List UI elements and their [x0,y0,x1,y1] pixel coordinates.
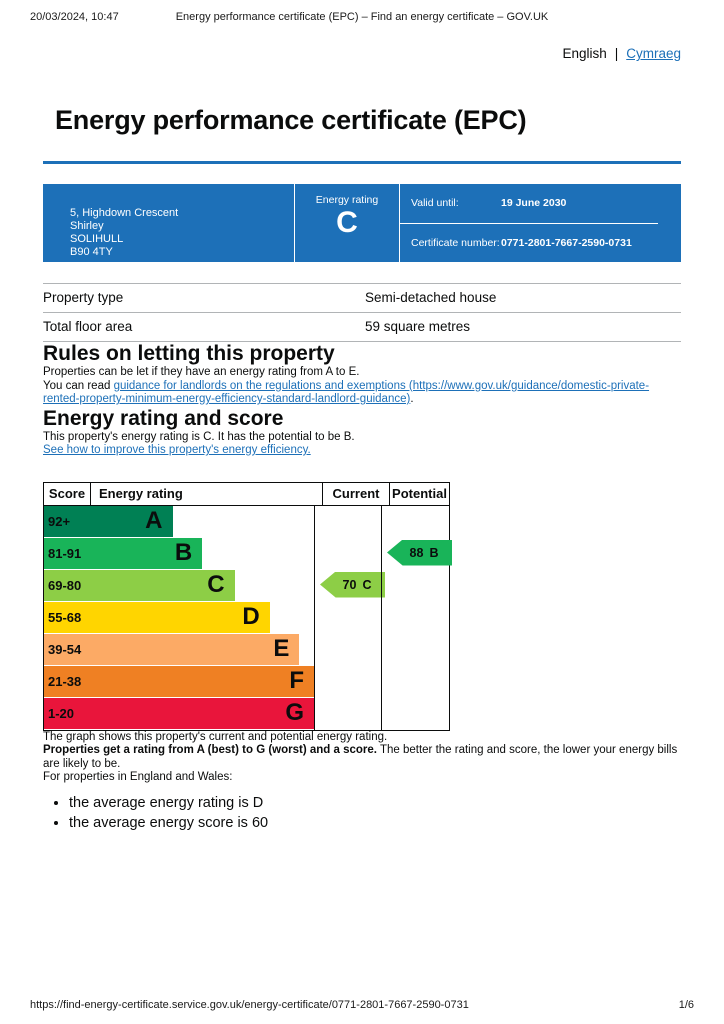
current-letter: C [362,577,372,592]
certificate-number-label: Certificate number: [411,236,500,249]
improve-paragraph: See how to improve this property's energ… [43,444,681,458]
list-item: the average energy score is 60 [69,815,681,831]
band-bar: F [95,665,314,697]
energy-rating-label: Energy rating [315,194,379,207]
address-line-3: SOLIHULL [70,233,124,246]
address-line-1: 5, Highdown Crescent [70,207,179,220]
print-footer-url: https://find-energy-certificate.service.… [30,999,469,1011]
current-rating-column: 70 C [314,505,385,730]
chart-note-1: The graph shows this property's current … [43,730,388,743]
band-score: 81-91 [44,537,95,569]
chart-header: Score Energy rating Current Potential [44,482,449,506]
certificate-validity-box: Valid until: 19 June 2030 Certificate nu… [400,184,681,262]
band-bar: B [95,537,203,569]
page-title: Energy performance certificate (EPC) [55,105,527,135]
rules-paragraph: Properties can be let if they have an en… [43,366,360,379]
potential-letter: B [429,545,439,560]
detail-label: Total floor area [43,319,133,335]
improve-efficiency-link[interactable]: See how to improve this property's energ… [43,444,311,457]
chart-note-2: Properties get a rating from A (best) to… [43,744,681,771]
print-document-title: Energy performance certificate (EPC) – F… [175,11,549,23]
band-score: 55-68 [44,601,95,633]
chart-note-2-bold: Properties get a rating from A (best) to… [43,744,377,757]
address-line-4: B90 4TY [70,246,113,259]
rating-bands: 92+ A 81-91 B 69-80 C 55-68 D 39-54 E [44,505,314,730]
band-row-g: 1-20 G [44,697,314,729]
band-bar: G [95,697,314,729]
band-row-c: 69-80 C [44,569,314,601]
chart-body: 92+ A 81-91 B 69-80 C 55-68 D 39-54 E [44,505,452,730]
table-row: Total floor area 59 square metres [43,312,681,341]
guidance-text-prefix: You can read [43,379,114,392]
language-separator: | [614,46,619,61]
chart-header-current: Current [322,482,389,505]
band-row-b: 81-91 B [44,537,314,569]
band-row-f: 21-38 F [44,665,314,697]
energy-rating-box: Energy rating C [294,184,400,263]
print-footer: https://find-energy-certificate.service.… [30,999,694,1011]
guidance-text-suffix: . [410,393,414,406]
page-content: English | Cymraeg Energy performance certi… [0,0,724,831]
valid-until-label: Valid until: [411,197,459,210]
valid-until-value: 19 June 2030 [501,197,567,210]
chart-header-score: Score [44,482,91,505]
band-bar: A [95,505,173,537]
language-switcher: English | Cymraeg [43,46,681,61]
energy-rating-letter: C [336,206,358,240]
certificate-summary-banner: 5, Highdown Crescent Shirley SOLIHULL B9… [43,184,681,263]
detail-value: 59 square metres [365,319,471,335]
guidance-paragraph: You can read guidance for landlords on t… [43,380,681,407]
table-row: Property type Semi-detached house [43,283,681,312]
potential-rating-column: 88 B [381,505,452,730]
rating-section-heading: Energy rating and score [43,406,284,430]
property-address: 5, Highdown Crescent Shirley SOLIHULL B9… [43,184,294,262]
title-divider [43,161,681,165]
current-rating-arrow: 70 C [320,571,385,598]
language-link-cymraeg[interactable]: Cymraeg [626,46,681,61]
band-row-a: 92+ A [44,505,314,537]
potential-score: 88 [409,545,424,560]
epc-rating-chart: Score Energy rating Current Potential 92… [43,481,452,731]
band-score: 1-20 [44,697,95,729]
chart-header-rating: Energy rating [99,486,183,502]
rating-summary-paragraph: This property's energy rating is C. It h… [43,430,355,443]
current-score: 70 [342,577,357,592]
list-item: the average energy rating is D [69,795,681,811]
language-current: English [562,46,607,61]
certificate-number-value: 0771-2801-7667-2590-0731 [501,236,632,249]
potential-rating-arrow: 88 B [387,539,452,566]
print-footer-page: 1/6 [678,999,694,1011]
chart-note-2-rest: The better the rating and score, the low… [43,744,678,770]
print-header: 20/03/2024, 10:47 Energy performance cer… [30,11,694,25]
band-row-d: 55-68 D [44,601,314,633]
address-line-2: Shirley [70,220,104,233]
detail-label: Property type [43,290,124,306]
property-details-table: Property type Semi-detached house Total … [43,283,681,343]
valid-until-row: Valid until: 19 June 2030 [400,184,658,223]
chart-note-3: For properties in England and Wales: [43,771,233,784]
band-bar: D [95,601,270,633]
band-score: 21-38 [44,665,95,697]
landlord-guidance-link[interactable]: guidance for landlords on the regulation… [43,379,650,406]
chart-header-potential: Potential [389,482,449,505]
band-score: 39-54 [44,633,95,665]
rules-section-heading: Rules on letting this property [43,342,335,366]
band-bar: C [95,569,235,601]
band-score: 92+ [44,505,95,537]
band-row-e: 39-54 E [44,633,314,665]
average-ratings-list: the average energy rating is D the avera… [43,795,681,831]
band-score: 69-80 [44,569,95,601]
band-bar: E [95,633,300,665]
detail-value: Semi-detached house [365,290,497,306]
print-datetime: 20/03/2024, 10:47 [30,11,119,23]
certificate-number-row: Certificate number: 0771-2801-7667-2590-… [400,224,658,263]
validity-divider [400,222,658,224]
